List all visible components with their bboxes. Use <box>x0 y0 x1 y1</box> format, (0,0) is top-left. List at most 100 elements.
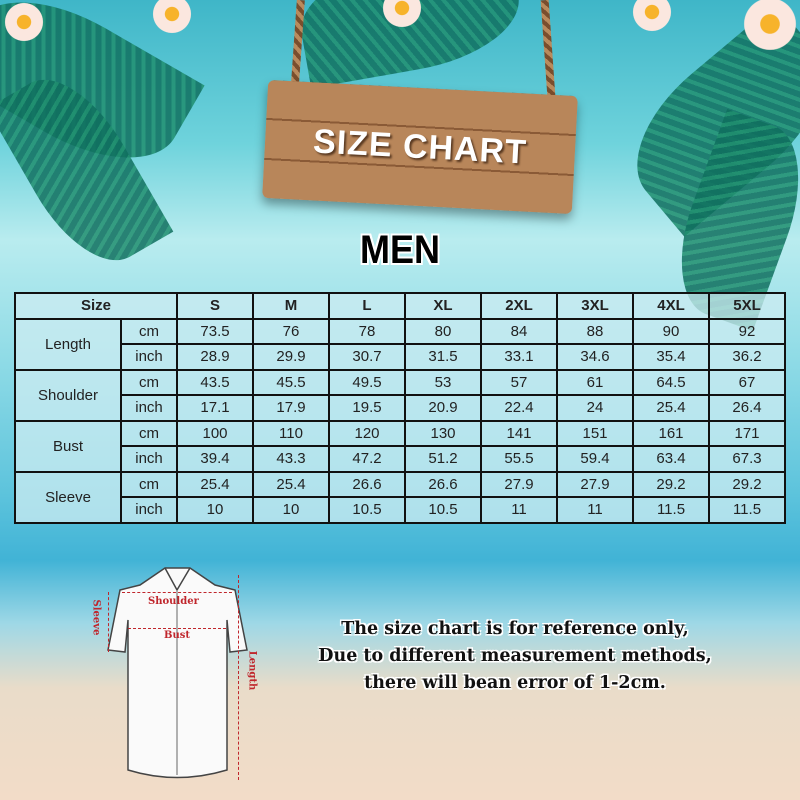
size-header: 2XL <box>480 292 558 320</box>
unit-label: inch <box>120 343 178 371</box>
table-row: Bust cm 100 110 120 130 141 151 161 171 <box>14 419 786 473</box>
value-cell: 100 <box>176 419 254 447</box>
shirt-icon <box>107 567 248 779</box>
value-cell: 10 <box>176 496 254 524</box>
note-line: there will bean error of 1-2cm. <box>364 673 666 693</box>
value-cell: 45.5 <box>252 368 330 396</box>
unit-label: inch <box>120 394 178 422</box>
unit-label: inch <box>120 445 178 473</box>
shirt-diagram: Shoulder Bust Sleeve Length <box>80 560 280 790</box>
value-cell: 10 <box>252 496 330 524</box>
table-row: Sleeve cm 25.4 25.4 26.6 26.6 27.9 27.9 29.2 29.2 <box>14 470 786 524</box>
section-title: MEN <box>359 228 440 272</box>
header-row: Size S M L XL 2XL 3XL 4XL 5XL <box>14 292 786 320</box>
flower <box>630 0 674 34</box>
value-cell: 26.6 <box>328 470 406 498</box>
value-cell: 29.9 <box>252 343 330 371</box>
value-cell: 61 <box>556 368 634 396</box>
flower <box>2 0 46 44</box>
value-cell: 80 <box>404 317 482 345</box>
value-cell: 10.5 <box>328 496 406 524</box>
measurement-label: Shoulder <box>14 368 122 422</box>
size-table: Size S M L XL 2XL 3XL 4XL 5XL Length cm 73.5 76 78 80 8… <box>14 292 786 524</box>
value-cell: 11.5 <box>632 496 710 524</box>
value-cell: 31.5 <box>404 343 482 371</box>
table-row: inch 39.4 43.3 47.2 51.2 55.5 59.4 63.4 67.3 <box>15 445 786 473</box>
size-header: S <box>176 292 254 320</box>
value-cell: 67.3 <box>708 445 786 473</box>
length-label: Length <box>246 650 258 691</box>
value-cell: 120 <box>328 419 406 447</box>
value-cell: 11.5 <box>708 496 786 524</box>
sign-title: SIZE CHART <box>312 121 528 172</box>
value-cell: 151 <box>556 419 634 447</box>
size-chart-sign: SIZE CHART <box>262 79 578 215</box>
table-row: inch 28.9 29.9 30.7 31.5 33.1 34.6 35.4 36.2 <box>15 343 786 371</box>
value-cell: 20.9 <box>404 394 482 422</box>
value-cell: 130 <box>404 419 482 447</box>
value-cell: 26.6 <box>404 470 482 498</box>
value-cell: 34.6 <box>556 343 634 371</box>
value-cell: 171 <box>708 419 786 447</box>
measurement-label: Sleeve <box>14 470 122 524</box>
value-cell: 11 <box>556 496 634 524</box>
value-cell: 53 <box>404 368 482 396</box>
value-cell: 19.5 <box>328 394 406 422</box>
value-cell: 29.2 <box>708 470 786 498</box>
value-cell: 92 <box>708 317 786 345</box>
value-cell: 29.2 <box>632 470 710 498</box>
value-cell: 25.4 <box>252 470 330 498</box>
shoulder-label: Shoulder <box>148 596 199 607</box>
table-row: Shoulder cm 43.5 45.5 49.5 53 57 61 64.5 67 <box>14 368 786 422</box>
measurement-label: Length <box>14 317 122 371</box>
bust-label: Bust <box>164 630 190 641</box>
value-cell: 25.4 <box>176 470 254 498</box>
value-cell: 88 <box>556 317 634 345</box>
value-cell: 161 <box>632 419 710 447</box>
value-cell: 78 <box>328 317 406 345</box>
corner-header: Size <box>14 292 178 320</box>
flower <box>150 0 194 36</box>
value-cell: 64.5 <box>632 368 710 396</box>
value-cell: 17.9 <box>252 394 330 422</box>
value-cell: 43.3 <box>252 445 330 473</box>
value-cell: 63.4 <box>632 445 710 473</box>
value-cell: 110 <box>252 419 330 447</box>
value-cell: 22.4 <box>480 394 558 422</box>
note-line: Due to different measurement methods, <box>318 646 712 666</box>
value-cell: 27.9 <box>556 470 634 498</box>
value-cell: 24 <box>556 394 634 422</box>
flower <box>740 0 800 54</box>
size-header: M <box>252 292 330 320</box>
note-line: The size chart is for reference only, <box>341 619 689 639</box>
value-cell: 67 <box>708 368 786 396</box>
size-header: 3XL <box>556 292 634 320</box>
value-cell: 28.9 <box>176 343 254 371</box>
value-cell: 43.5 <box>176 368 254 396</box>
sleeve-label: Sleeve <box>90 599 102 636</box>
size-header: 5XL <box>708 292 786 320</box>
value-cell: 73.5 <box>176 317 254 345</box>
value-cell: 76 <box>252 317 330 345</box>
size-header: L <box>328 292 406 320</box>
value-cell: 90 <box>632 317 710 345</box>
value-cell: 141 <box>480 419 558 447</box>
value-cell: 39.4 <box>176 445 254 473</box>
value-cell: 55.5 <box>480 445 558 473</box>
value-cell: 17.1 <box>176 394 254 422</box>
value-cell: 59.4 <box>556 445 634 473</box>
unit-label: cm <box>120 317 178 345</box>
value-cell: 47.2 <box>328 445 406 473</box>
unit-label: cm <box>120 470 178 498</box>
value-cell: 11 <box>480 496 558 524</box>
value-cell: 25.4 <box>632 394 710 422</box>
table-row: Length cm 73.5 76 78 80 84 88 90 92 <box>14 317 786 371</box>
measurement-label: Bust <box>14 419 122 473</box>
value-cell: 36.2 <box>708 343 786 371</box>
table-row: inch 10 10 10.5 10.5 11 11 11.5 11.5 <box>15 496 786 524</box>
value-cell: 84 <box>480 317 558 345</box>
size-header: XL <box>404 292 482 320</box>
value-cell: 35.4 <box>632 343 710 371</box>
unit-label: inch <box>120 496 178 524</box>
value-cell: 51.2 <box>404 445 482 473</box>
